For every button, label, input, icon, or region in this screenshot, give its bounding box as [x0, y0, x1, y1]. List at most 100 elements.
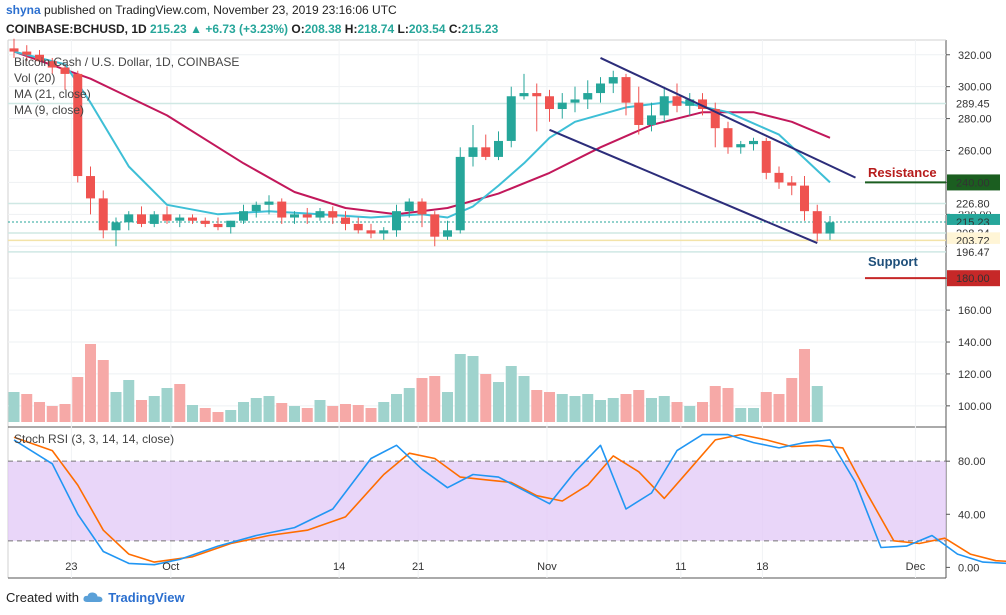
candle-body	[774, 172, 784, 183]
candle-body	[557, 102, 567, 110]
legend-ma9: MA (9, close)	[14, 103, 84, 117]
volume-bar	[544, 392, 555, 422]
price-tick-label: 320.00	[958, 50, 992, 62]
volume-bar	[493, 382, 504, 422]
close-value: 215.23	[461, 22, 499, 36]
candle-body	[812, 211, 822, 234]
candle-body	[430, 214, 440, 237]
candle-body	[379, 230, 389, 234]
change-arrow-icon: ▲	[190, 22, 202, 36]
volume-bar	[811, 386, 823, 422]
author-name[interactable]: shyna	[6, 3, 41, 17]
rsi-tick-label: 0.00	[958, 562, 979, 574]
candle-body	[73, 73, 83, 177]
candle-body	[60, 67, 70, 74]
candle-body	[545, 96, 554, 110]
stoch-rsi-layer	[8, 433, 1006, 566]
volume-bar	[799, 349, 810, 422]
volume-bar	[442, 392, 453, 422]
volume-bar	[378, 402, 390, 422]
volume-bar	[556, 394, 568, 422]
price-label-text: 289.45	[956, 99, 990, 111]
price-label-box	[947, 243, 1000, 260]
close-price: 215.23	[150, 22, 187, 36]
volume-bar	[748, 408, 759, 422]
volume-bar	[276, 403, 288, 422]
candle-body	[353, 223, 363, 231]
price-label-text: 196.47	[956, 247, 990, 259]
volume-bar	[607, 398, 619, 422]
candle-body	[800, 185, 809, 212]
channel-layer	[549, 57, 856, 244]
volume-bar	[21, 394, 33, 422]
candle-body	[162, 214, 172, 221]
candle-body	[111, 222, 121, 231]
candle-body	[264, 201, 274, 205]
candle-layer	[9, 38, 835, 247]
volume-bar	[416, 378, 428, 422]
volume-bar	[467, 356, 479, 422]
candle-body	[647, 115, 656, 125]
candle-body	[366, 230, 376, 234]
candle-body	[570, 99, 580, 103]
volume-bar	[671, 402, 683, 422]
high-label: H:	[344, 22, 358, 36]
price-label-box	[947, 270, 1000, 287]
tradingview-cloud-icon	[83, 592, 103, 602]
volume-bar	[110, 392, 122, 422]
candle-body	[787, 182, 797, 186]
volume-bar	[174, 384, 186, 422]
rsi-band-fill	[8, 461, 946, 541]
price-tick-label: 280.00	[958, 114, 992, 126]
candle-body	[494, 140, 503, 157]
volume-bar	[250, 398, 262, 422]
candle-body	[302, 214, 312, 218]
volume-bar	[314, 400, 326, 422]
price-tick-label: 140.00	[958, 337, 992, 349]
candle-body	[251, 204, 261, 212]
candle-body	[200, 220, 210, 224]
volume-bar	[454, 354, 466, 422]
rsi-tick-label: 80.00	[958, 456, 986, 468]
candle-body	[659, 96, 669, 116]
created-with-text: Created with	[6, 590, 79, 605]
volume-bar	[161, 388, 173, 422]
candle-body	[455, 156, 465, 231]
candle-body	[481, 147, 491, 157]
volume-bar	[238, 402, 249, 422]
candle-body	[98, 198, 108, 231]
volume-bar	[85, 344, 96, 422]
candle-body	[47, 61, 57, 68]
price-tick-label: 300.00	[958, 82, 992, 94]
volume-bar	[148, 396, 160, 422]
volume-bar	[684, 406, 696, 422]
candle-body	[341, 217, 350, 224]
candle-body	[672, 96, 682, 106]
volume-bar	[620, 394, 632, 422]
time-tick-label: 11	[675, 561, 686, 573]
volume-bar	[722, 388, 734, 422]
volume-bar	[263, 396, 275, 422]
candle-body	[417, 201, 427, 215]
tradingview-brand[interactable]: TradingView	[108, 590, 185, 605]
footer: Created with TradingView	[6, 590, 185, 605]
symbol-label[interactable]: COINBASE:BCHUSD, 1D	[6, 22, 147, 36]
volume-bar	[123, 380, 135, 422]
candle-body	[736, 144, 746, 148]
legend-stoch-rsi: Stoch RSI (3, 3, 14, 14, close)	[14, 432, 174, 446]
candle-body	[290, 214, 299, 218]
volume-bar	[72, 377, 84, 422]
volume-bar	[352, 405, 364, 422]
support-label: Support	[868, 254, 918, 269]
volume-bar	[697, 402, 708, 422]
channel-upper-line	[600, 57, 856, 179]
volume-bar	[403, 388, 415, 422]
candle-body	[723, 128, 733, 148]
volume-bar	[582, 394, 594, 422]
channel-lower-line	[549, 128, 818, 244]
volume-bar	[735, 408, 747, 422]
candle-body	[749, 140, 758, 145]
candle-body	[188, 217, 197, 221]
candle-body	[328, 211, 338, 218]
volume-bar	[289, 406, 300, 422]
